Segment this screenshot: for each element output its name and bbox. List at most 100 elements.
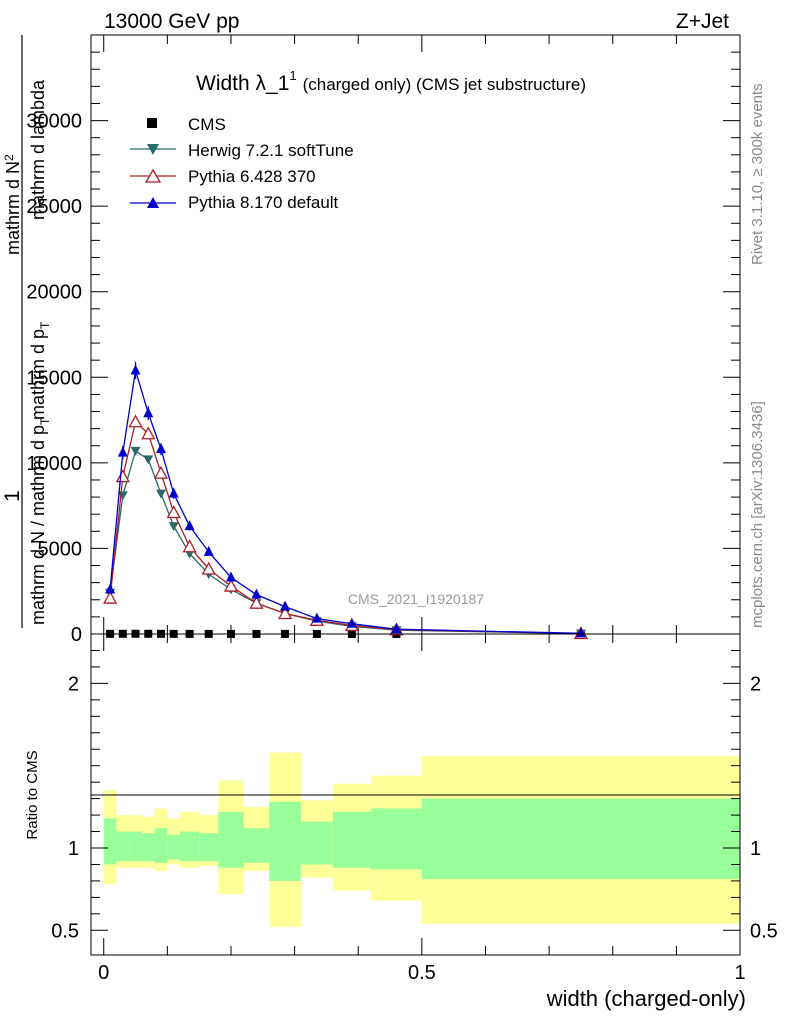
rivet-label: Rivet 3.1.10, ≥ 300k events — [749, 83, 766, 265]
ratio-ytick-label: 2 — [68, 673, 79, 695]
ratio-band-green — [129, 831, 142, 862]
main-series — [102, 361, 589, 640]
main-panel: 0 5000 10000 15000 20000 25000 30000 Width λ_1… — [1, 34, 741, 646]
data-point-pythia6 — [223, 578, 239, 592]
data-point-pythia8 — [346, 617, 357, 628]
legend-entry-pythia6: Pythia 6.428 370 — [130, 167, 316, 186]
plot-title: Width λ_11 (charged only) (CMS jet substr… — [196, 68, 586, 95]
main-ytick-label: 15000 — [26, 367, 82, 389]
data-point-pythia8 — [391, 623, 402, 634]
series-line-pythia6 — [109, 420, 581, 635]
legend-entry-cms: CMS — [147, 115, 226, 134]
data-point-pythia8 — [105, 583, 116, 594]
legend-marker-pythia6 — [144, 168, 162, 183]
main-ytick-label: 5000 — [38, 538, 83, 560]
ylabel-dpt-sub: T — [38, 321, 52, 329]
main-ytick-label: 30000 — [26, 111, 82, 133]
watermark: CMS_2021_I1920187 — [348, 591, 484, 607]
series-line-herwig — [109, 449, 581, 635]
ratio-xtick-label: 0 — [98, 962, 109, 984]
legend-entry-pythia8: Pythia 8.170 default — [130, 193, 339, 212]
ratio-band-green — [116, 831, 130, 862]
ratio-frame — [90, 633, 741, 956]
ratio-ytick-label: 1 — [68, 838, 79, 860]
data-point-pythia8 — [184, 520, 195, 531]
data-point-pythia8 — [168, 487, 179, 498]
ratio-band-green — [154, 828, 168, 863]
data-point-pythia6 — [128, 414, 143, 428]
main-ticks: 0 5000 10000 15000 20000 25000 30000 — [26, 35, 741, 646]
data-point-pythia6 — [115, 469, 130, 483]
ratio-band-green — [180, 831, 200, 862]
ylabel-dpt-main: mathrm d p — [28, 329, 48, 420]
ratio-panel: 0.5 0.51 12 20 0.5 1 Ratio to CMS width (char… — [24, 633, 778, 1011]
ylabel-d2n-sup: 2 — [2, 154, 16, 161]
ratio-band-green — [141, 833, 155, 862]
legend-marker-cms — [147, 118, 157, 128]
header-energy: 13000 GeV pp — [104, 10, 239, 33]
legend-entry-herwig: Herwig 7.2.1 softTune — [130, 141, 354, 160]
ylabel-d2n: mathrm d N2 — [2, 154, 23, 255]
data-point-herwig — [143, 455, 154, 465]
ratio-ytick-label-right: 2 — [750, 673, 761, 695]
legend: CMS Herwig 7.2.1 softTune Pythia 6.428 3… — [130, 115, 354, 212]
data-point-pythia8 — [117, 446, 128, 457]
legend-label-cms: CMS — [188, 115, 226, 134]
ratio-ytick-label-right: 1 — [750, 838, 761, 860]
legend-marker-pythia8 — [147, 197, 159, 208]
data-point-pythia8 — [251, 588, 262, 599]
main-ytick-label: 0 — [71, 624, 82, 646]
ratio-xtick-label: 1 — [734, 962, 745, 984]
data-point-pythia6 — [201, 561, 216, 575]
ratio-xlabel: width (charged-only) — [546, 986, 746, 1011]
ylabel-dn-dpt-main: mathrm d N / mathrm d p — [28, 425, 48, 625]
data-point-herwig — [130, 446, 141, 456]
ratio-ytick-label: 0.5 — [51, 920, 79, 942]
data-point-pythia8 — [280, 600, 291, 611]
data-point-pythia6 — [249, 595, 264, 609]
data-point-pythia8 — [311, 612, 322, 623]
data-point-pythia8 — [143, 407, 154, 418]
data-point-pythia6 — [141, 426, 156, 440]
data-point-pythia6 — [166, 505, 181, 519]
data-point-pythia8 — [130, 364, 141, 375]
legend-label-pythia8: Pythia 8.170 default — [188, 193, 339, 212]
main-ytick-label: 25000 — [26, 196, 82, 218]
series-line-pythia8 — [109, 370, 581, 634]
data-point-pythia8 — [575, 627, 586, 638]
plot-title-main: Width λ_1 — [196, 72, 289, 95]
ratio-band-green — [269, 801, 301, 881]
ylabel-dpt: mathrm d pT — [28, 321, 52, 420]
ratio-ticks: 0.5 0.51 12 20 0.5 1 — [51, 634, 778, 984]
ratio-band-green — [370, 808, 422, 870]
ratio-xtick-label: 0.5 — [408, 962, 436, 984]
data-point-pythia8 — [225, 571, 236, 582]
data-point-pythia6 — [182, 539, 197, 553]
data-point-pythia6 — [153, 465, 169, 479]
data-point-herwig — [155, 489, 166, 499]
ratio-ytick-label-right: 0.5 — [750, 920, 778, 942]
data-point-pythia6 — [277, 606, 293, 620]
ratio-ylabel: Ratio to CMS — [24, 750, 41, 839]
main-ylabel: 1 mathrm d N / mathrm d pT mathrm d N2 m… — [1, 35, 52, 628]
data-point-herwig — [117, 491, 128, 501]
legend-label-herwig: Herwig 7.2.1 softTune — [188, 141, 354, 160]
data-point-pythia6 — [102, 590, 118, 604]
ratio-band-green — [167, 834, 181, 860]
ylabel-dn-dpt: mathrm d N / mathrm d pT — [28, 417, 52, 625]
ylabel-dn-dpt-sub: T — [38, 417, 52, 425]
plot-title-sup: 1 — [289, 68, 296, 83]
ratio-band-green — [332, 811, 371, 868]
ratio-band-green — [218, 811, 244, 868]
main-ytick-label: 10000 — [26, 453, 82, 475]
ylabel-d2n-main: mathrm d N — [3, 161, 23, 255]
ratio-band-green — [421, 798, 740, 880]
main-ytick-label: 20000 — [26, 282, 82, 304]
ylabel-dlambda: mathrm d lambda — [28, 79, 48, 220]
ratio-band-green — [243, 828, 270, 863]
data-point-pythia8 — [155, 443, 166, 454]
ratio-band-green — [103, 818, 117, 865]
ratio-bands — [103, 752, 740, 928]
ylabel-one: 1 — [1, 490, 24, 502]
